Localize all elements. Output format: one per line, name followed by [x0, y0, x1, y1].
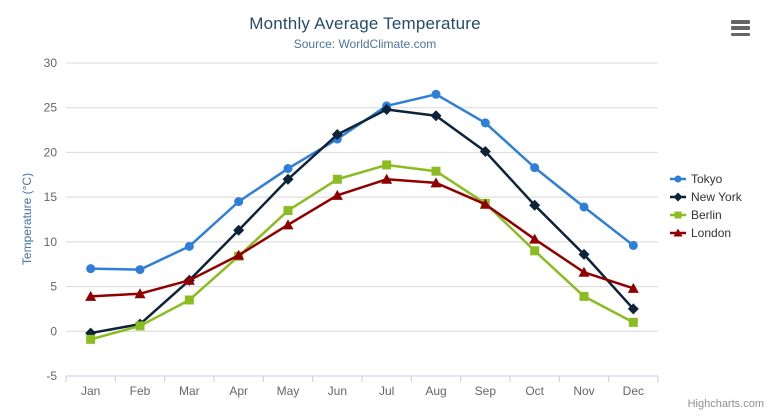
data-point-marker-tokyo[interactable]: [283, 164, 293, 174]
data-point-marker-london[interactable]: [85, 290, 97, 301]
data-point-marker-london[interactable]: [430, 177, 442, 188]
data-point-marker-tokyo[interactable]: [480, 118, 490, 128]
triangle-legend-marker-icon: [670, 228, 686, 237]
data-point-marker-london[interactable]: [331, 189, 343, 200]
series-line-london: [89, 178, 635, 298]
highcharts-credit[interactable]: Highcharts.com: [687, 398, 764, 410]
xaxis-category-label: Sep: [475, 384, 497, 398]
hamburger-icon: [731, 20, 750, 24]
data-point-marker-berlin[interactable]: [332, 174, 342, 184]
data-point-marker-berlin[interactable]: [86, 334, 96, 344]
data-point-marker-tokyo[interactable]: [135, 265, 145, 275]
data-point-marker-new-york[interactable]: [331, 129, 343, 141]
data-point-marker-berlin[interactable]: [530, 246, 540, 256]
data-point-marker-tokyo[interactable]: [86, 264, 96, 274]
chart-legend: Tokyo New York Berlin London: [670, 170, 742, 242]
data-point-marker-new-york[interactable]: [381, 104, 393, 116]
xaxis-category-label: Oct: [525, 384, 544, 398]
data-point-marker-london[interactable]: [627, 282, 639, 293]
series-line-tokyo: [89, 93, 635, 271]
data-point-marker-berlin[interactable]: [184, 295, 194, 305]
legend-item-new-york[interactable]: New York: [670, 188, 742, 206]
yaxis-tick-label: 25: [44, 101, 58, 115]
data-point-marker-new-york[interactable]: [627, 303, 639, 315]
data-point-marker-tokyo[interactable]: [431, 89, 441, 99]
legend-label: Berlin: [691, 208, 722, 222]
circle-legend-marker-icon: [670, 175, 686, 183]
data-point-marker-tokyo[interactable]: [579, 202, 589, 212]
data-point-marker-tokyo[interactable]: [184, 241, 194, 251]
xaxis-category-label: Feb: [130, 384, 151, 398]
xaxis-category-label: Jun: [328, 384, 347, 398]
legend-item-berlin[interactable]: Berlin: [670, 206, 742, 224]
data-point-marker-new-york[interactable]: [282, 173, 294, 185]
data-point-marker-london[interactable]: [578, 266, 590, 277]
legend-label: New York: [691, 190, 742, 204]
data-point-marker-tokyo[interactable]: [234, 197, 244, 207]
data-point-marker-berlin[interactable]: [283, 206, 293, 216]
xaxis-category-label: Nov: [573, 384, 594, 398]
yaxis-tick-label: 5: [50, 280, 57, 294]
data-point-marker-london[interactable]: [529, 233, 541, 244]
diamond-legend-marker-icon: [670, 192, 686, 202]
data-point-marker-london[interactable]: [183, 274, 195, 285]
data-point-marker-new-york[interactable]: [529, 199, 541, 211]
chart-subtitle: Source: WorldClimate.com: [293, 37, 437, 51]
xaxis-category-label: Mar: [179, 384, 200, 398]
series-line-berlin: [89, 163, 635, 341]
data-point-marker-berlin[interactable]: [382, 160, 392, 170]
data-point-marker-london[interactable]: [381, 173, 393, 184]
data-point-marker-london[interactable]: [479, 198, 491, 209]
legend-item-tokyo[interactable]: Tokyo: [670, 170, 742, 188]
xaxis-category-label: Aug: [425, 384, 446, 398]
data-point-marker-berlin[interactable]: [431, 166, 441, 176]
data-point-marker-berlin[interactable]: [628, 317, 638, 327]
data-point-marker-new-york[interactable]: [430, 110, 442, 122]
data-point-marker-tokyo[interactable]: [530, 163, 540, 173]
data-point-marker-tokyo[interactable]: [628, 240, 638, 250]
data-point-marker-new-york[interactable]: [578, 248, 590, 260]
chart-title: Monthly Average Temperature: [249, 14, 481, 33]
legend-label: London: [691, 226, 732, 240]
context-menu-button[interactable]: [731, 20, 751, 36]
yaxis-title: Temperature (°C): [20, 172, 34, 266]
square-legend-marker-icon: [670, 211, 686, 219]
xaxis-category-label: Jan: [81, 384, 100, 398]
yaxis-tick-label: 15: [44, 190, 58, 204]
yaxis-tick-label: -5: [46, 369, 57, 383]
yaxis-tick-label: 30: [44, 56, 58, 70]
data-point-marker-new-york[interactable]: [479, 146, 491, 158]
xaxis-category-label: Apr: [229, 384, 248, 398]
yaxis-tick-label: 10: [44, 235, 58, 249]
data-point-marker-london[interactable]: [233, 249, 245, 260]
data-point-marker-berlin[interactable]: [579, 291, 589, 301]
yaxis-tick-label: 0: [50, 324, 57, 338]
xaxis-category-label: May: [277, 384, 300, 398]
yaxis-tick-label: 20: [44, 145, 58, 159]
xaxis-category-label: Jul: [379, 384, 394, 398]
legend-label: Tokyo: [691, 172, 723, 186]
data-point-marker-london[interactable]: [134, 288, 146, 299]
data-point-marker-london[interactable]: [282, 219, 294, 230]
xaxis-category-label: Dec: [623, 384, 644, 398]
data-point-marker-new-york[interactable]: [233, 224, 245, 236]
series-line-new-york: [89, 108, 635, 335]
legend-item-london[interactable]: London: [670, 224, 742, 242]
data-point-marker-berlin[interactable]: [135, 321, 145, 331]
